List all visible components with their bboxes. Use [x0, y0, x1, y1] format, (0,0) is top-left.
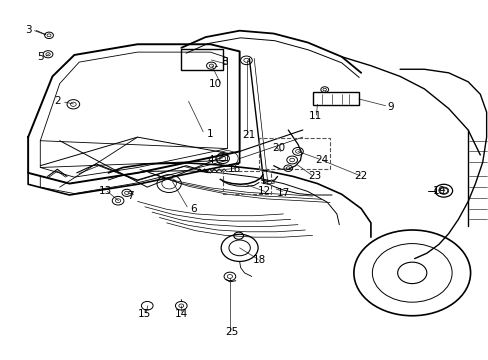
Text: 18: 18: [252, 255, 265, 265]
Text: 17: 17: [276, 188, 289, 198]
Text: 11: 11: [308, 111, 321, 121]
Text: 23: 23: [308, 171, 321, 181]
Text: 16: 16: [228, 164, 241, 174]
Bar: [181, 49, 222, 70]
Text: 20: 20: [271, 143, 285, 153]
Text: 14: 14: [174, 309, 187, 319]
Text: 22: 22: [354, 171, 367, 181]
Text: 7: 7: [127, 191, 133, 201]
Text: 4: 4: [207, 156, 213, 165]
Text: 9: 9: [386, 102, 393, 112]
Text: 13: 13: [99, 186, 112, 196]
Text: 21: 21: [242, 130, 255, 140]
Text: 1: 1: [207, 129, 213, 139]
Text: 24: 24: [315, 156, 328, 165]
Text: 25: 25: [225, 327, 239, 337]
Bar: [259, 138, 329, 169]
Text: 2: 2: [54, 96, 61, 107]
Text: 19: 19: [431, 186, 445, 196]
Text: 5: 5: [37, 52, 43, 62]
Text: 12: 12: [257, 186, 270, 196]
Text: 8: 8: [221, 57, 228, 67]
Text: 15: 15: [138, 309, 151, 319]
Text: 10: 10: [208, 78, 222, 89]
Text: 3: 3: [25, 25, 31, 35]
Text: 6: 6: [190, 203, 196, 213]
Bar: [222, 171, 271, 194]
